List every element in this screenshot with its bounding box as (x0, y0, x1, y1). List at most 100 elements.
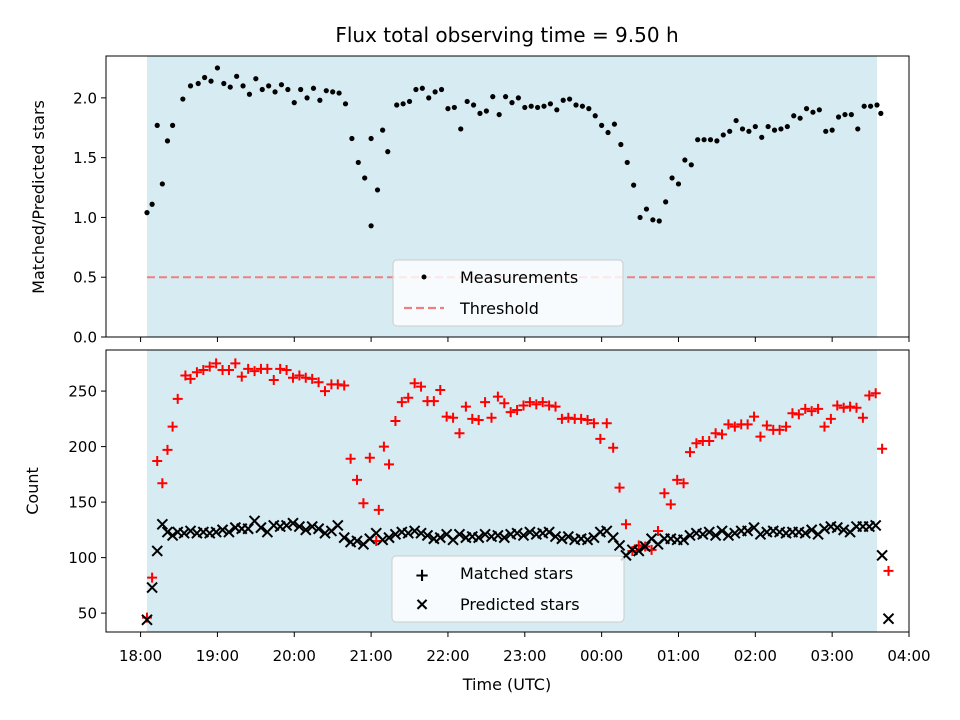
predicted-point (383, 531, 395, 544)
predicted-point (684, 529, 696, 542)
measurement-point (477, 110, 483, 116)
bottom-plot-frame (105, 349, 910, 633)
matched-point (531, 399, 542, 410)
x-tick-label: 01:00 (657, 647, 700, 665)
measurement-point (848, 111, 854, 118)
predicted-point (709, 529, 722, 542)
measurement-point (285, 86, 291, 93)
measurement-point (195, 80, 201, 87)
measurement-point (784, 123, 790, 130)
matched-point (313, 377, 324, 388)
measurement-point (164, 138, 171, 144)
legend-matched-marker: + (414, 565, 429, 586)
measurement-point (310, 85, 317, 91)
top-panel: 0.00.51.01.52.0 Matched/Predicted stars … (29, 55, 910, 347)
matched-point (300, 372, 311, 383)
top-plot-frame (105, 55, 910, 338)
measurement-point (159, 181, 165, 187)
matched-point (223, 364, 234, 375)
matched-point (268, 374, 279, 385)
matched-point (454, 428, 465, 439)
matched-point (307, 373, 318, 384)
matched-point (576, 413, 587, 424)
matched-point (345, 453, 356, 464)
matched-point (467, 413, 478, 424)
matched-point (710, 428, 721, 439)
measurement-point (637, 214, 643, 221)
predicted-point (754, 528, 767, 541)
measurement-point (490, 94, 496, 100)
measurement-point (631, 182, 637, 188)
matched-point (185, 373, 196, 384)
measurement-point (605, 129, 611, 136)
measurement-point (861, 103, 867, 109)
measurement-point (829, 127, 835, 133)
legend-threshold-label: Threshold (459, 299, 539, 318)
measurement-point (554, 107, 560, 113)
matched-point (614, 482, 625, 493)
matched-point (864, 390, 875, 401)
matched-point (524, 397, 535, 408)
matched-point (588, 418, 599, 429)
predicted-point (151, 545, 163, 557)
measurement-point (291, 100, 297, 106)
measurement-point (355, 159, 361, 166)
matched-point (211, 358, 222, 369)
matched-point (473, 414, 484, 425)
measurement-point (298, 86, 304, 93)
matched-point (620, 519, 631, 530)
x-tick-label: 21:00 (349, 647, 392, 665)
predicted-point (293, 520, 306, 533)
predicted-point (805, 524, 818, 536)
measurement-point (149, 201, 155, 207)
y-tick-label: 150 (68, 494, 97, 512)
matched-point (665, 499, 676, 510)
matched-point (147, 572, 158, 583)
predicted-point (697, 528, 709, 541)
matched-point (390, 416, 401, 427)
measurement-point (234, 73, 240, 79)
measurement-point (573, 102, 579, 108)
matched-point (403, 392, 414, 403)
matched-point (198, 364, 209, 375)
measurement-point (675, 181, 682, 187)
measurement-point (187, 83, 194, 89)
matched-point (601, 418, 612, 429)
measurement-point (458, 126, 464, 132)
y-tick-label: 2.0 (73, 89, 97, 107)
measurement-point (522, 104, 528, 111)
bottom-ylabel: Count (23, 467, 42, 515)
predicted-point (543, 526, 555, 538)
matched-point (281, 364, 292, 375)
predicted-point (472, 531, 485, 544)
measurement-point (835, 114, 842, 120)
measurement-point (406, 98, 413, 105)
matched-point (236, 371, 247, 382)
matched-point (332, 379, 343, 390)
y-tick-label: 200 (68, 438, 97, 456)
measurement-point (419, 85, 425, 91)
matched-point (492, 391, 503, 402)
measurement-point (720, 132, 726, 138)
measurement-point (611, 121, 618, 127)
measurement-point (803, 106, 810, 112)
matched-point (704, 436, 715, 447)
measurement-point (259, 86, 265, 93)
predicted-point (869, 519, 882, 532)
matched-point (845, 401, 856, 412)
measurement-point (221, 80, 227, 87)
measurement-point (483, 108, 489, 114)
measurement-point (272, 89, 278, 95)
predicted-point (319, 527, 331, 539)
measurement-point (878, 110, 884, 116)
predicted-point (837, 524, 850, 536)
predicted-point (633, 545, 645, 557)
matched-point (204, 361, 215, 372)
matched-point (749, 411, 760, 422)
matched-point (275, 363, 286, 374)
predicted-point (818, 523, 831, 535)
x-tick-label: 19:00 (196, 647, 239, 665)
measurement-point (374, 187, 381, 193)
matched-point (832, 400, 843, 411)
